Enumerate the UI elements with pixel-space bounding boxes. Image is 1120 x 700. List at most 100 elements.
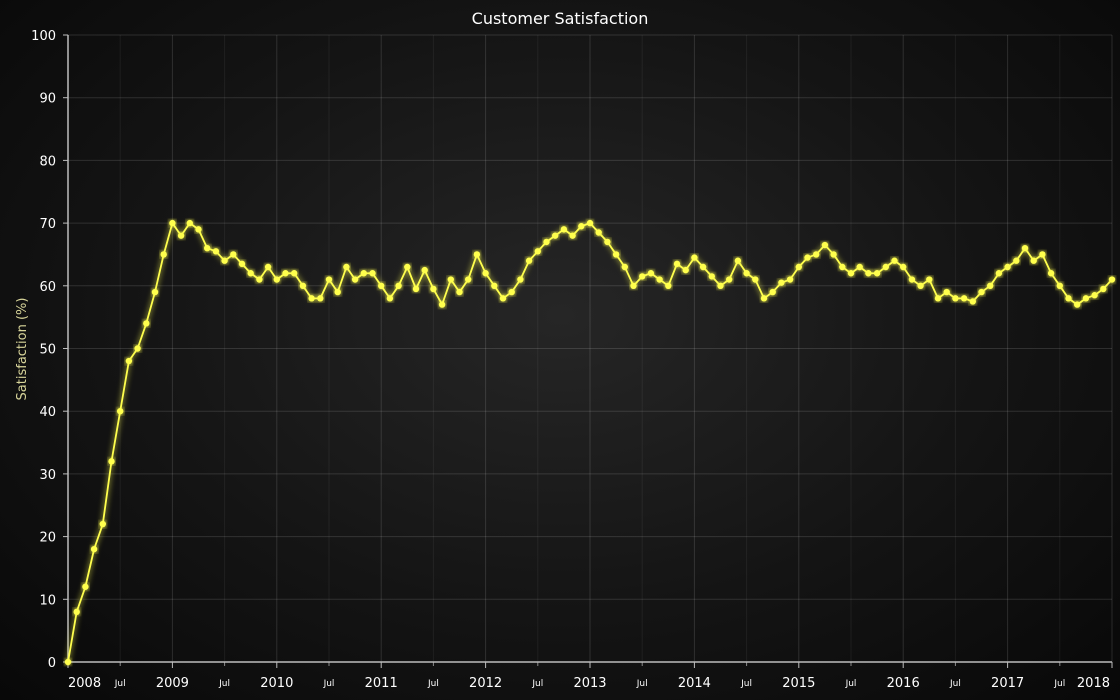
data-point: [151, 288, 159, 296]
x-tick-label-year: 2018: [1077, 676, 1110, 691]
data-point: [682, 266, 689, 274]
x-tick-label-year: 2012: [469, 676, 502, 691]
data-point: [995, 270, 1003, 277]
data-point: [195, 226, 202, 233]
data-point: [865, 270, 872, 277]
data-point: [1047, 270, 1055, 277]
data-point: [186, 219, 193, 227]
data-point: [734, 257, 742, 264]
axis-layer: 0 10 20 30 40 50 60 70 80 90 100 2008 Jul 2009 Jul 2010…: [31, 29, 1113, 691]
data-point: [412, 285, 420, 293]
data-point: [334, 288, 341, 296]
data-point: [612, 251, 620, 258]
data-point: [160, 251, 167, 258]
data-point: [769, 288, 776, 296]
y-tick-label: 30: [39, 468, 56, 483]
data-point: [1065, 295, 1072, 302]
data-point: [552, 232, 559, 239]
data-point: [169, 219, 176, 227]
data-point: [73, 608, 80, 616]
data-point: [934, 295, 942, 302]
x-tick-label-jul: Jul: [949, 679, 961, 689]
data-point: [404, 263, 411, 271]
data-point: [282, 270, 289, 277]
data-point: [830, 251, 837, 258]
grid-layer: [68, 34, 1113, 662]
data-point: [386, 295, 394, 302]
data-point: [839, 263, 846, 271]
y-tick-label: 80: [39, 154, 56, 169]
data-point: [665, 282, 672, 289]
data-point: [891, 257, 898, 264]
data-point: [708, 273, 715, 280]
data-point: [1039, 251, 1046, 258]
x-tick-label-jul: Jul: [740, 679, 752, 689]
data-point: [960, 295, 968, 302]
data-point: [743, 270, 750, 277]
y-tick-label: 60: [39, 280, 56, 295]
data-point: [308, 295, 315, 302]
data-point: [517, 276, 524, 283]
data-point: [438, 301, 446, 308]
data-point: [786, 276, 794, 283]
data-point: [491, 282, 498, 289]
data-point: [882, 263, 889, 271]
data-point: [821, 241, 829, 249]
data-point: [1108, 276, 1116, 283]
data-point: [534, 248, 541, 255]
data-point: [143, 320, 150, 327]
data-point: [212, 248, 220, 255]
x-tick-label-year: 2009: [156, 676, 189, 691]
data-point: [1082, 295, 1090, 302]
data-point: [456, 288, 463, 296]
x-tick-label-jul: Jul: [636, 679, 648, 689]
data-point: [630, 282, 637, 289]
x-tick-label-jul: Jul: [845, 679, 857, 689]
data-point: [430, 285, 437, 293]
data-point: [482, 270, 489, 277]
data-point: [987, 282, 994, 289]
data-point: [125, 357, 133, 365]
data-point: [900, 263, 907, 271]
data-point: [760, 295, 768, 302]
data-point: [247, 270, 254, 277]
y-tick-label: 10: [39, 593, 56, 608]
x-tick-label-year: 2014: [678, 676, 711, 691]
data-point: [917, 282, 924, 289]
y-tick-label: 100: [31, 29, 56, 44]
y-tick-label: 20: [39, 531, 56, 546]
data-point: [325, 276, 333, 283]
data-point: [778, 279, 785, 286]
data-point: [586, 219, 594, 227]
data-point: [117, 408, 124, 415]
data-point: [177, 232, 185, 239]
data-point: [369, 270, 376, 277]
x-tick-label-jul: Jul: [427, 679, 439, 689]
data-point: [847, 270, 855, 277]
data-point: [813, 251, 820, 258]
data-point: [204, 244, 211, 252]
y-tick-label: 70: [39, 217, 56, 232]
data-point: [64, 658, 72, 666]
data-point: [543, 238, 550, 246]
data-point: [952, 295, 959, 302]
data-point: [351, 276, 359, 283]
data-point: [1013, 257, 1020, 264]
data-point: [656, 276, 663, 283]
series-layer: [64, 219, 1116, 666]
data-point: [804, 254, 811, 261]
data-point: [726, 276, 733, 283]
data-point: [795, 263, 802, 271]
data-point: [473, 251, 481, 258]
data-point: [1074, 301, 1081, 308]
data-point: [560, 226, 568, 233]
data-point: [604, 238, 611, 246]
data-point: [699, 263, 707, 271]
x-tick-label-jul: Jul: [1053, 679, 1065, 689]
data-point: [943, 288, 950, 296]
data-point: [134, 345, 141, 352]
x-tick-label-year: 2008: [68, 676, 101, 691]
data-point: [1100, 285, 1107, 293]
data-point: [378, 282, 385, 289]
